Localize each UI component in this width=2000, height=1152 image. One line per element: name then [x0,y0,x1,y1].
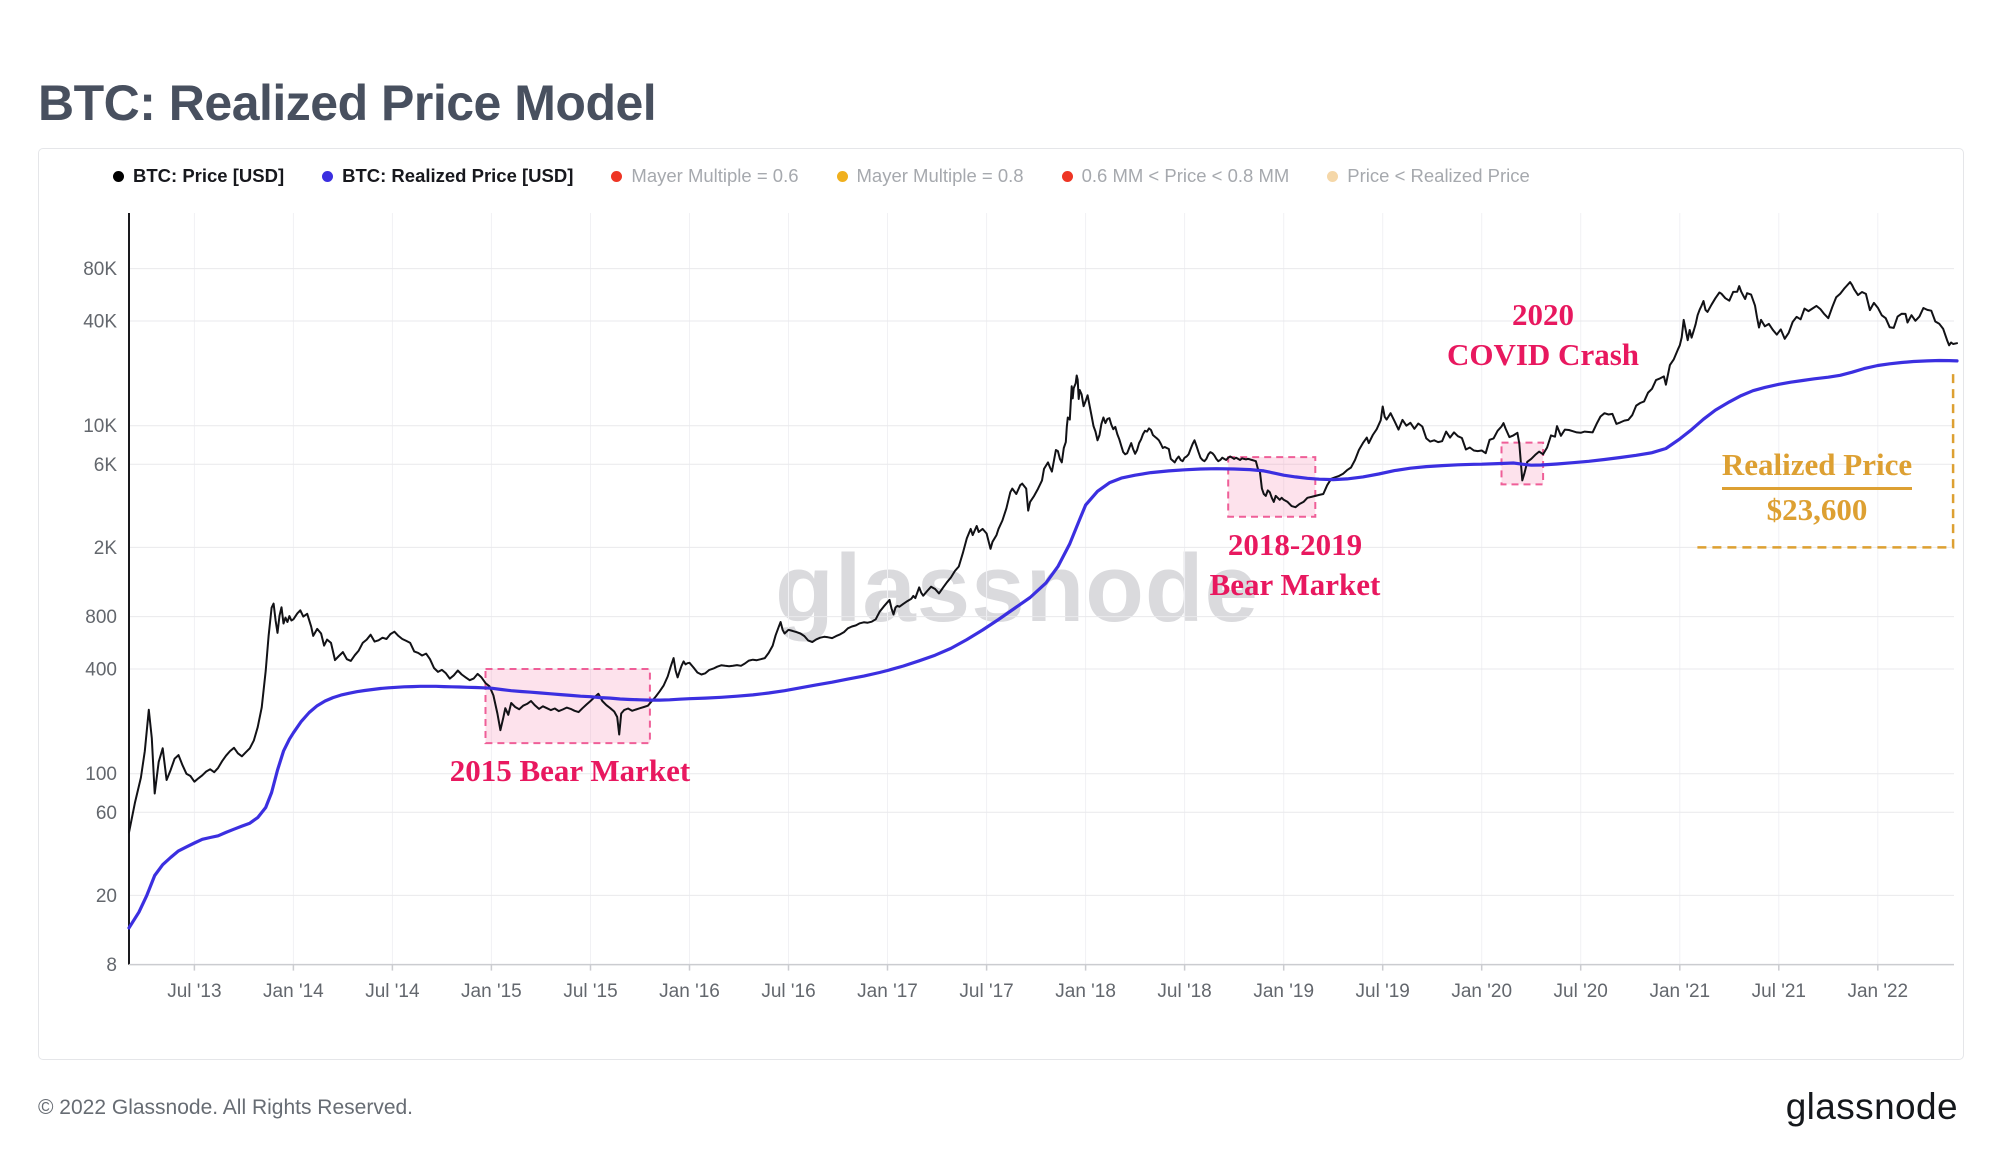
svg-text:Jan '21: Jan '21 [1649,981,1710,1002]
svg-text:Jan '14: Jan '14 [263,981,324,1002]
svg-text:Jul '19: Jul '19 [1356,981,1410,1002]
svg-text:100: 100 [85,764,117,785]
legend-dot [1061,170,1073,182]
legend-item-2[interactable]: Mayer Multiple = 0.6 [611,165,799,187]
price-chart-svg: 8 20 60 100 400 800 2K 6K 10K 40K 80K Jul '13 Jan '1… [83,213,1959,1002]
page-title: BTC: Realized Price Model [38,74,657,131]
svg-text:Jan '19: Jan '19 [1253,981,1314,1002]
svg-text:Jul '21: Jul '21 [1752,981,1806,1002]
legend-label: Mayer Multiple = 0.6 [631,165,799,186]
svg-text:Jul '18: Jul '18 [1157,981,1211,1002]
svg-text:Jul '13: Jul '13 [167,981,221,1002]
legend-label: Mayer Multiple = 0.8 [856,165,1024,186]
svg-text:40K: 40K [83,312,117,333]
svg-text:6K: 6K [94,455,118,476]
svg-text:60: 60 [96,803,117,824]
legend-item-1[interactable]: BTC: Realized Price [USD] [322,165,573,187]
chart-panel: BTC: Price [USD] BTC: Realized Price [USD… [38,148,1964,1060]
svg-text:20: 20 [96,886,117,907]
legend-item-3[interactable]: Mayer Multiple = 0.8 [836,165,1024,187]
legend-dot [611,170,623,182]
svg-text:800: 800 [85,607,117,628]
legend-label: 0.6 MM < Price < 0.8 MM [1081,165,1290,186]
svg-text:Jul '16: Jul '16 [761,981,815,1002]
legend-item-0[interactable]: BTC: Price [USD] [113,165,284,187]
legend-item-4[interactable]: 0.6 MM < Price < 0.8 MM [1061,165,1290,187]
svg-text:80K: 80K [83,259,117,280]
svg-text:Jul '20: Jul '20 [1554,981,1608,1002]
svg-text:8: 8 [106,955,117,976]
legend-dot [113,170,124,182]
legend-dot [836,170,848,182]
svg-text:Jan '18: Jan '18 [1055,981,1116,1002]
svg-text:Jan '22: Jan '22 [1847,981,1908,1002]
legend-label: BTC: Realized Price [USD] [342,165,574,186]
glassnode-logo[interactable]: glassnode [1785,1086,1958,1127]
copyright-text: © 2022 Glassnode. All Rights Reserved. [38,1096,414,1119]
svg-text:Jan '17: Jan '17 [857,981,918,1002]
svg-text:Jan '20: Jan '20 [1451,981,1512,1002]
legend-item-5[interactable]: Price < Realized Price [1327,165,1530,187]
legend-dot [322,170,334,182]
chart-legend: BTC: Price [USD] BTC: Realized Price [USD… [113,165,1530,187]
legend-label: BTC: Price [USD] [133,165,285,186]
svg-text:Jul '17: Jul '17 [959,981,1013,1002]
svg-text:Jul '14: Jul '14 [365,981,420,1002]
svg-text:Jan '15: Jan '15 [461,981,522,1002]
svg-text:10K: 10K [83,416,117,437]
svg-text:400: 400 [85,660,117,681]
svg-text:2K: 2K [94,538,118,559]
price-chart-canvas: 8 20 60 100 400 800 2K 6K 10K 40K 80K Jul '13 Jan '1… [39,149,1963,1059]
svg-text:Jan '16: Jan '16 [659,981,720,1002]
svg-text:Jul '15: Jul '15 [563,981,617,1002]
legend-label: Price < Realized Price [1347,165,1530,186]
legend-dot [1327,170,1339,182]
